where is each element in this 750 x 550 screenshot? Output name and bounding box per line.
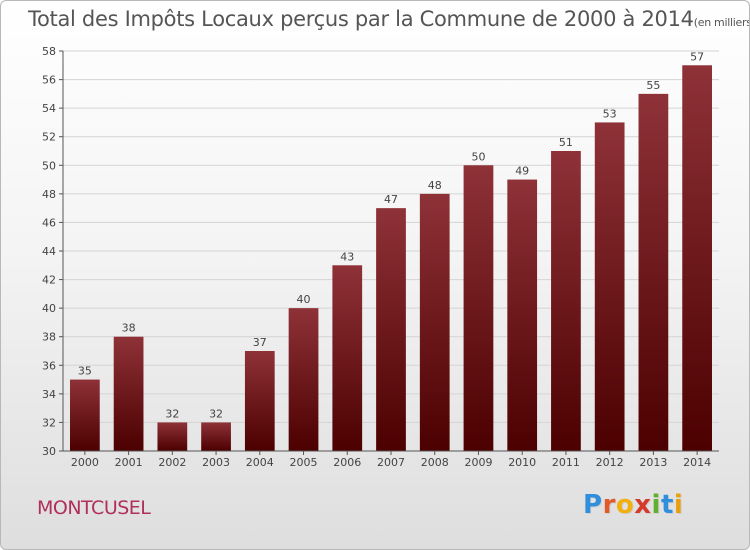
y-tick-label: 34	[42, 388, 56, 401]
bar	[463, 165, 494, 452]
data-label: 37	[253, 336, 267, 349]
data-label: 43	[340, 250, 354, 263]
bar	[594, 122, 625, 451]
chart-title-text: Total des Impôts Locaux perçus par la Co…	[28, 7, 694, 31]
y-tick-label: 32	[42, 416, 56, 429]
bar	[244, 351, 275, 451]
data-label: 57	[690, 50, 704, 63]
bar	[288, 308, 319, 451]
y-tick-label: 56	[42, 74, 56, 87]
data-label: 51	[559, 136, 573, 149]
x-tick-label: 2003	[202, 456, 230, 469]
bar	[69, 379, 100, 451]
chart-unit: (en milliers d'€)	[693, 16, 750, 29]
data-label: 55	[646, 79, 660, 92]
bar	[113, 336, 144, 451]
logo-letter: r	[602, 490, 616, 520]
data-label: 53	[603, 107, 617, 120]
data-label: 49	[515, 165, 529, 178]
y-tick-label: 30	[42, 445, 56, 458]
data-label: 50	[471, 150, 485, 163]
x-tick-label: 2006	[333, 456, 361, 469]
y-tick-label: 54	[42, 102, 56, 115]
x-tick-label: 2007	[377, 456, 405, 469]
logo-letter: x	[634, 490, 652, 520]
data-label: 35	[78, 365, 92, 378]
x-tick-label: 2000	[71, 456, 99, 469]
y-tick-label: 36	[42, 359, 56, 372]
bars: 35 38 32 32 37 40 43 47 48 50 49 51 53 55 57	[69, 50, 713, 452]
bar	[157, 422, 188, 451]
y-tick-label: 50	[42, 159, 56, 172]
bar	[507, 179, 538, 452]
data-label: 47	[384, 193, 398, 206]
x-tick-label: 2012	[596, 456, 624, 469]
bar	[201, 422, 231, 451]
bar	[638, 93, 669, 451]
bar	[419, 193, 450, 451]
y-tick-label: 52	[42, 131, 56, 144]
bar	[682, 65, 713, 452]
logo-letter: P	[583, 490, 603, 520]
x-tick-label: 2002	[158, 456, 186, 469]
chart-title: Total des Impôts Locaux perçus par la Co…	[28, 7, 750, 31]
commune-name: MONTCUSEL	[37, 497, 151, 519]
data-label: 48	[428, 179, 442, 192]
x-tick-label: 2014	[683, 456, 711, 469]
y-tick-label: 58	[42, 45, 56, 58]
data-label: 38	[122, 322, 136, 335]
bar	[332, 265, 363, 451]
axes: 30 32 34 36 38 40 42 44 46 48 50 52 54 56 58 2000 2001 20…	[42, 45, 719, 469]
y-tick-label: 48	[42, 188, 56, 201]
x-tick-label: 2008	[421, 456, 449, 469]
proxiti-logo: Proxiti	[583, 490, 683, 520]
logo-letter: o	[615, 490, 635, 520]
bar	[376, 208, 406, 451]
logo-letter: t	[660, 490, 674, 520]
y-tick-label: 46	[42, 216, 56, 229]
x-tick-label: 2009	[464, 456, 492, 469]
data-label: 40	[297, 293, 311, 306]
bar	[551, 151, 581, 451]
logo-letter: i	[673, 490, 684, 520]
y-tick-label: 42	[42, 274, 56, 287]
data-label: 32	[209, 407, 223, 420]
y-tick-label: 40	[42, 302, 56, 315]
x-tick-label: 2011	[552, 456, 580, 469]
x-tick-label: 2004	[246, 456, 274, 469]
logo-letter: i	[651, 490, 661, 520]
y-tick-label: 38	[42, 331, 56, 344]
x-tick-label: 2001	[115, 456, 143, 469]
x-tick-label: 2005	[290, 456, 318, 469]
y-tick-label: 44	[42, 245, 56, 258]
x-tick-label: 2010	[508, 456, 536, 469]
x-tick-label: 2013	[639, 456, 667, 469]
data-label: 32	[165, 407, 179, 420]
